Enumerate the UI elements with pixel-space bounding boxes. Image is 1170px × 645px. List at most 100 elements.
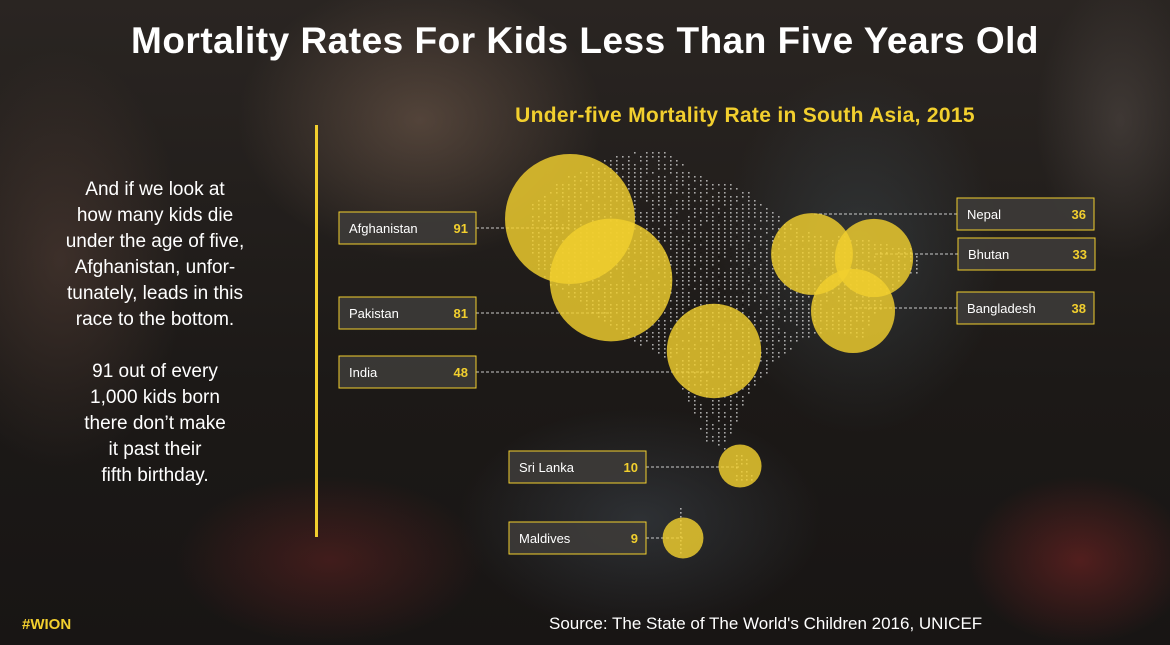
map-dot bbox=[694, 244, 696, 246]
map-dot bbox=[658, 344, 660, 346]
map-dot bbox=[616, 168, 618, 170]
map-dot bbox=[700, 292, 702, 294]
map-dot bbox=[730, 304, 732, 306]
map-dot bbox=[676, 300, 678, 302]
map-dot bbox=[706, 232, 708, 234]
map-dot bbox=[634, 180, 636, 182]
map-dot bbox=[766, 348, 768, 350]
map-dot bbox=[712, 232, 714, 234]
map-dot bbox=[688, 216, 690, 218]
map-dot bbox=[760, 336, 762, 338]
map-dot bbox=[772, 300, 774, 302]
map-dot bbox=[706, 188, 708, 190]
map-dot bbox=[682, 184, 684, 186]
map-dot bbox=[718, 208, 720, 210]
map-dot bbox=[652, 152, 654, 154]
map-dot bbox=[724, 416, 726, 418]
map-dot bbox=[646, 228, 648, 230]
map-dot bbox=[712, 284, 714, 286]
map-dot bbox=[796, 304, 798, 306]
map-dot bbox=[778, 300, 780, 302]
map-dot bbox=[634, 340, 636, 342]
map-dot bbox=[730, 224, 732, 226]
map-dot bbox=[742, 308, 744, 310]
map-dot bbox=[724, 244, 726, 246]
map-dot bbox=[670, 312, 672, 314]
map-dot bbox=[712, 212, 714, 214]
map-dot bbox=[676, 320, 678, 322]
map-dot bbox=[766, 328, 768, 330]
map-dot bbox=[772, 220, 774, 222]
value-label-india: 48 bbox=[454, 365, 468, 380]
map-dot bbox=[700, 208, 702, 210]
map-dot bbox=[736, 268, 738, 270]
map-dot bbox=[718, 404, 720, 406]
map-dot bbox=[718, 248, 720, 250]
map-dot bbox=[658, 184, 660, 186]
map-dot bbox=[916, 256, 918, 258]
map-dot bbox=[778, 332, 780, 334]
map-dot bbox=[760, 372, 762, 374]
map-dot bbox=[712, 412, 714, 414]
map-dot bbox=[664, 200, 666, 202]
map-dot bbox=[634, 200, 636, 202]
map-dot bbox=[742, 288, 744, 290]
map-dot bbox=[724, 296, 726, 298]
map-dot bbox=[754, 216, 756, 218]
map-dot bbox=[742, 252, 744, 254]
country-name-bangladesh: Bangladesh bbox=[967, 301, 1036, 316]
map-dot bbox=[700, 260, 702, 262]
map-dot bbox=[658, 340, 660, 342]
map-dot bbox=[658, 196, 660, 198]
map-dot bbox=[712, 272, 714, 274]
map-dot bbox=[676, 292, 678, 294]
label-box-afghanistan bbox=[338, 211, 477, 245]
map-dot bbox=[658, 220, 660, 222]
map-dot bbox=[712, 424, 714, 426]
label-bangladesh: Bangladesh 38 bbox=[956, 291, 1095, 325]
map-dot bbox=[682, 308, 684, 310]
map-dot bbox=[736, 404, 738, 406]
map-dot bbox=[670, 164, 672, 166]
map-dot bbox=[676, 200, 678, 202]
map-dot bbox=[760, 376, 762, 378]
map-dot bbox=[634, 204, 636, 206]
map-dot bbox=[748, 384, 750, 386]
map-dot bbox=[694, 404, 696, 406]
map-dot bbox=[796, 292, 798, 294]
map-dot bbox=[766, 320, 768, 322]
map-dot bbox=[682, 288, 684, 290]
map-dot bbox=[658, 176, 660, 178]
map-dot bbox=[742, 300, 744, 302]
map-dot bbox=[784, 344, 786, 346]
map-dot bbox=[634, 196, 636, 198]
map-dot bbox=[796, 296, 798, 298]
map-dot bbox=[682, 268, 684, 270]
map-dot bbox=[766, 208, 768, 210]
bubble-india bbox=[666, 303, 762, 399]
map-dot bbox=[766, 284, 768, 286]
map-dot bbox=[802, 316, 804, 318]
map-dot bbox=[754, 320, 756, 322]
map-dot bbox=[646, 180, 648, 182]
map-dot bbox=[706, 264, 708, 266]
map-dot bbox=[802, 308, 804, 310]
map-dot bbox=[808, 336, 810, 338]
map-dot bbox=[694, 280, 696, 282]
map-dot bbox=[748, 256, 750, 258]
map-dot bbox=[736, 240, 738, 242]
map-dot bbox=[640, 188, 642, 190]
map-dot bbox=[634, 208, 636, 210]
map-dot bbox=[628, 156, 630, 158]
map-dot bbox=[688, 292, 690, 294]
map-dot bbox=[730, 288, 732, 290]
map-dot bbox=[730, 408, 732, 410]
map-dot bbox=[694, 412, 696, 414]
map-dot bbox=[772, 240, 774, 242]
label-nepal: Nepal 36 bbox=[956, 197, 1095, 231]
map-dot bbox=[790, 348, 792, 350]
label-maldives: Maldives 9 bbox=[508, 521, 647, 555]
map-dot bbox=[754, 316, 756, 318]
map-dot bbox=[736, 256, 738, 258]
map-dot bbox=[730, 416, 732, 418]
